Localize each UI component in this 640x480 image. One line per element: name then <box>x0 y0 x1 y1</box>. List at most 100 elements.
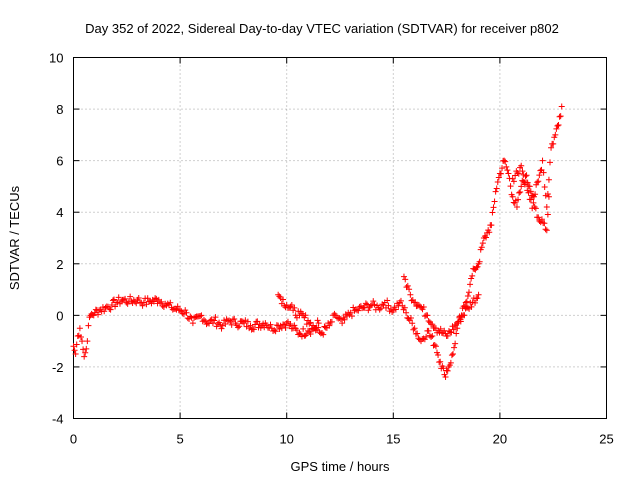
data-point <box>312 325 319 332</box>
data-point <box>107 306 114 313</box>
data-point <box>108 302 115 309</box>
data-point <box>532 205 539 212</box>
data-point <box>122 295 129 302</box>
y-tick-label: -2 <box>52 360 64 375</box>
data-point <box>307 319 314 326</box>
data-point <box>79 338 86 345</box>
data-point <box>73 341 80 348</box>
data-point <box>527 196 534 203</box>
y-tick-label: 4 <box>56 205 63 220</box>
data-point <box>467 281 474 288</box>
y-tick-label: -4 <box>52 412 64 427</box>
data-point <box>247 322 254 329</box>
data-point <box>541 183 548 190</box>
data-point <box>534 179 541 186</box>
data-point <box>139 302 146 309</box>
data-point <box>293 327 300 334</box>
data-point <box>424 312 431 319</box>
data-point <box>123 299 130 306</box>
data-point <box>542 226 549 233</box>
data-point <box>212 314 219 321</box>
y-axis-label: SDTVAR / TECUs <box>7 185 22 290</box>
tick-marks <box>73 57 607 419</box>
x-tick-label: 10 <box>279 432 293 447</box>
data-point <box>291 304 298 311</box>
data-point <box>414 330 421 337</box>
data-point <box>489 209 496 216</box>
data-point <box>80 346 87 353</box>
data-point <box>468 303 475 310</box>
data-point <box>425 317 432 324</box>
data-point <box>473 264 480 271</box>
x-tick-label: 15 <box>386 432 400 447</box>
data-point <box>442 373 449 380</box>
data-point <box>539 157 546 164</box>
data-point <box>85 322 92 329</box>
data-point <box>83 345 90 352</box>
y-tick-label: 6 <box>56 154 63 169</box>
data-point <box>532 191 539 198</box>
data-point <box>392 306 399 313</box>
data-point <box>182 307 189 314</box>
data-point <box>545 176 552 183</box>
data-point <box>406 286 413 293</box>
data-point <box>222 321 229 328</box>
data-point <box>513 204 520 211</box>
data-point <box>435 352 442 359</box>
data-point <box>515 170 522 177</box>
data-point <box>535 214 542 221</box>
data-point <box>347 309 354 316</box>
x-tick-label: 0 <box>70 432 77 447</box>
data-point <box>306 320 313 327</box>
data-point <box>101 308 108 315</box>
data-point <box>444 332 451 339</box>
data-point <box>526 183 533 190</box>
data-point <box>102 304 109 311</box>
data-point <box>554 122 561 129</box>
data-point <box>490 204 497 211</box>
data-point <box>514 169 521 176</box>
data-point <box>544 211 551 218</box>
data-point <box>555 121 562 128</box>
data-point <box>503 163 510 170</box>
data-point <box>483 234 490 241</box>
x-tick-labels: 0 5 10 15 20 25 <box>70 432 614 447</box>
data-point <box>152 295 159 302</box>
data-point <box>189 320 196 327</box>
data-point <box>280 296 287 303</box>
x-tick-label: 5 <box>176 432 183 447</box>
data-point <box>365 307 372 314</box>
data-point <box>211 317 218 324</box>
data-point <box>499 165 506 172</box>
data-point <box>234 324 241 331</box>
data-point <box>81 353 88 360</box>
data-point <box>282 324 289 331</box>
data-point <box>320 331 327 338</box>
data-point <box>429 333 436 340</box>
data-point <box>504 167 511 174</box>
data-point <box>537 167 544 174</box>
data-point <box>520 171 527 178</box>
data-point <box>236 323 243 330</box>
data-point <box>370 298 377 305</box>
data-point <box>352 306 359 313</box>
data-point <box>518 183 525 190</box>
data-point <box>468 275 475 282</box>
data-point <box>474 295 481 302</box>
data-point <box>95 311 102 318</box>
data-point <box>519 168 526 175</box>
data-point <box>164 300 171 307</box>
data-point <box>556 113 563 120</box>
data-point <box>552 131 559 138</box>
data-point <box>474 263 481 270</box>
data-point <box>517 189 524 196</box>
data-point <box>415 335 422 342</box>
data-point <box>397 297 404 304</box>
data-point <box>390 307 397 314</box>
data-point <box>541 220 548 227</box>
data-point <box>209 320 216 327</box>
data-point <box>198 312 205 319</box>
data-point <box>550 140 557 147</box>
data-point <box>118 298 125 305</box>
data-point <box>452 340 459 347</box>
